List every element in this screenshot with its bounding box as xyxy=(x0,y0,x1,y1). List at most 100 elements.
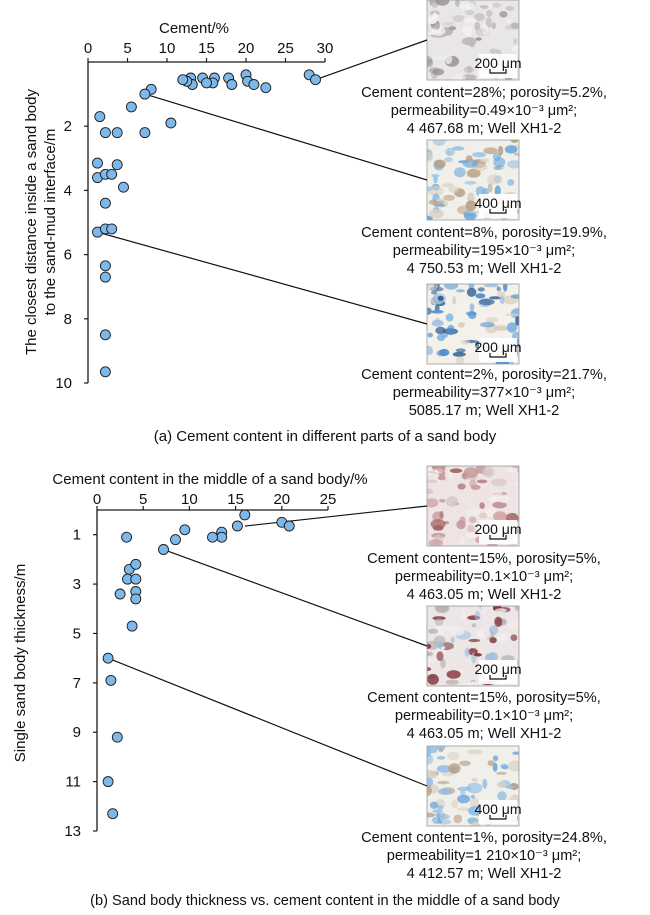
photo-grain xyxy=(431,310,444,314)
photo-grain xyxy=(448,763,461,774)
photo-grain xyxy=(427,746,438,754)
y-tick-label: 10 xyxy=(55,375,72,392)
y-tick-label: 1 xyxy=(73,527,81,544)
photo-grain xyxy=(492,762,498,772)
photo-grain xyxy=(427,307,432,315)
photo-grain xyxy=(470,794,476,799)
photo-b3-caption: Cement content=1%, porosity=24.8%, permea… xyxy=(361,830,607,882)
photo-grain xyxy=(432,809,443,814)
photo-grain xyxy=(479,158,489,163)
photo-grain xyxy=(440,658,446,669)
x-tick-label: 10 xyxy=(159,40,176,57)
scale-bar-bg xyxy=(479,660,517,684)
photo-grain xyxy=(506,322,518,333)
photo-grain xyxy=(448,26,457,31)
photo-grain xyxy=(507,179,515,186)
photo-grain xyxy=(427,770,438,780)
photo-grain xyxy=(427,16,438,25)
photo-grain xyxy=(457,483,466,490)
photo-grain xyxy=(437,295,444,301)
photo-grain xyxy=(510,22,519,30)
photo-grain xyxy=(467,168,481,178)
photo-grain xyxy=(447,751,460,761)
photo-grain xyxy=(436,651,444,661)
photo-grain xyxy=(476,479,488,484)
data-point xyxy=(107,808,119,820)
scale-bar xyxy=(489,815,507,820)
photo-grain xyxy=(466,782,483,794)
photo-grain xyxy=(435,641,444,649)
photo-grain xyxy=(464,9,475,16)
data-point xyxy=(165,117,177,129)
photo-grain xyxy=(432,525,444,531)
photo-grain xyxy=(475,293,486,299)
scale-bar-label: 200 μm xyxy=(475,339,522,355)
photo-grain xyxy=(468,311,477,320)
photo-grain xyxy=(444,284,459,290)
photo-grain xyxy=(469,516,477,524)
photo-grain xyxy=(427,58,434,68)
photo-grain xyxy=(427,37,432,41)
photo-grain xyxy=(427,643,432,649)
photo-grain xyxy=(507,19,512,24)
data-point xyxy=(226,79,238,90)
photo-grain xyxy=(465,155,473,162)
photo-grain xyxy=(494,608,507,613)
photo-grain xyxy=(480,606,488,614)
scale-bar xyxy=(489,69,507,74)
photo-grain xyxy=(430,291,438,295)
photo-grain xyxy=(471,623,477,628)
photo-grain xyxy=(493,166,502,171)
photo-grain xyxy=(481,24,489,35)
data-point xyxy=(106,168,118,180)
photo-grain xyxy=(487,174,503,185)
photo-grain xyxy=(459,2,476,10)
photo-grain xyxy=(459,537,465,545)
data-point xyxy=(130,558,142,570)
data-point xyxy=(139,88,151,100)
photo-grain xyxy=(514,606,519,611)
photo-grain xyxy=(463,17,477,23)
data-point xyxy=(99,271,111,283)
photo-grain xyxy=(427,651,434,657)
photo-grain xyxy=(472,152,487,158)
photo-grain xyxy=(466,532,481,538)
photo-grain xyxy=(428,628,439,634)
photo-grain xyxy=(436,466,446,472)
photo-grain xyxy=(427,284,439,291)
photo-grain xyxy=(462,25,473,36)
photo-grain xyxy=(462,158,478,168)
photo-grain xyxy=(493,325,508,331)
photo-grain xyxy=(427,785,432,796)
photo-grain xyxy=(464,180,477,185)
y-tick-label: 2 xyxy=(64,118,72,135)
photo-grain xyxy=(515,316,519,326)
data-point xyxy=(118,181,129,193)
scale-bar xyxy=(489,353,507,358)
photo-grain xyxy=(439,510,444,519)
photo-grain xyxy=(427,186,433,192)
photo-grain xyxy=(450,637,455,644)
photo-grain xyxy=(436,765,452,773)
photo-grain xyxy=(474,610,481,621)
photo-grain xyxy=(469,681,478,686)
y-axis-label-line2: to the sand-mud interface/m xyxy=(42,129,59,316)
x-tick-label: 15 xyxy=(198,40,215,57)
photo-grain xyxy=(500,763,508,769)
photo-grain xyxy=(483,284,499,288)
photo-grain xyxy=(507,160,519,169)
scale-bar-label: 200 μm xyxy=(475,521,522,537)
photo-grain xyxy=(512,751,519,755)
photo-grain xyxy=(434,159,446,169)
photo-b2-caption: Cement content=15%, porosity=5%, permeabi… xyxy=(367,690,601,742)
photo-grain xyxy=(513,38,518,45)
photo-grain xyxy=(445,496,459,507)
photo-grain xyxy=(508,621,519,629)
photo-grain xyxy=(467,749,483,755)
scale-bar xyxy=(489,675,507,680)
photo-grain xyxy=(489,48,497,54)
photo-grain xyxy=(503,284,508,292)
photo-grain xyxy=(511,45,519,52)
micrograph-photo: 400 μm xyxy=(426,745,521,827)
